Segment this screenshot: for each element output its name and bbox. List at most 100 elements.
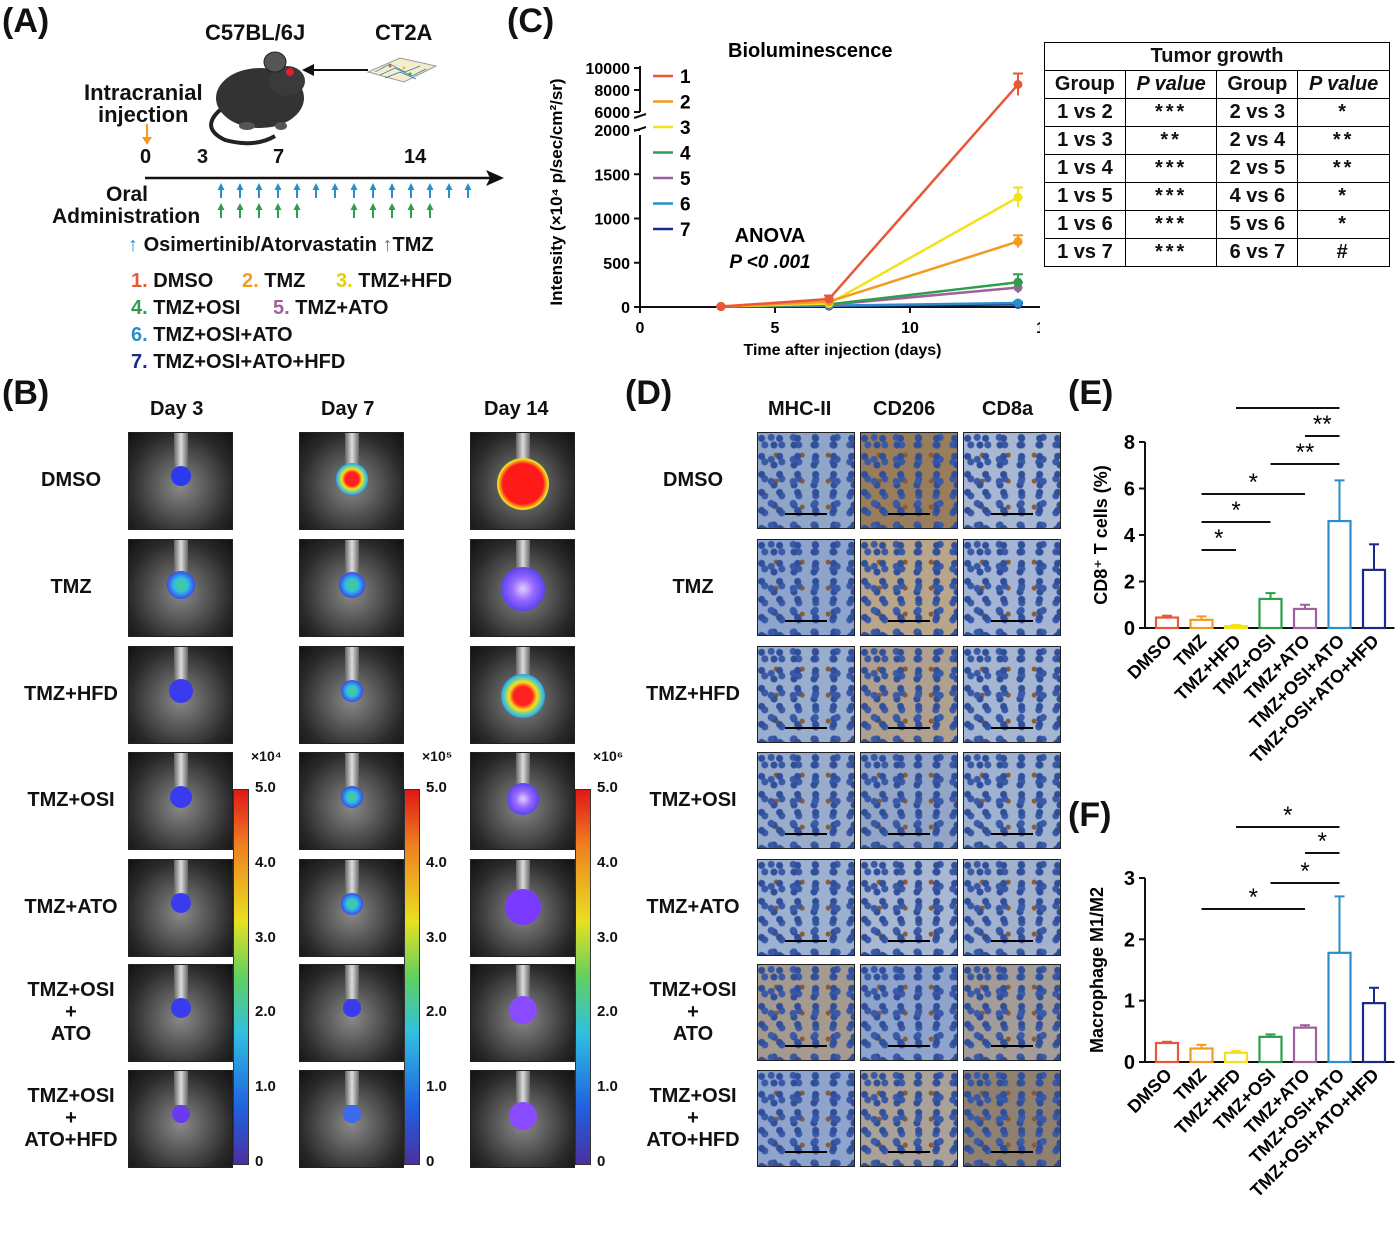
head-holder bbox=[173, 540, 188, 574]
table-cell: *** bbox=[1124, 98, 1218, 127]
y-tick-label: 6000 bbox=[594, 105, 630, 122]
y-tick-label: 0 bbox=[621, 300, 630, 317]
tumor-signal bbox=[342, 1104, 361, 1123]
scale-tick-label: 5.0 bbox=[597, 779, 618, 796]
scale-tick-label: 4.0 bbox=[426, 853, 447, 871]
bioluminescence-image bbox=[470, 964, 575, 1062]
timeline-tick-14: 14 bbox=[404, 146, 427, 168]
y-tick-label: 1000 bbox=[594, 212, 630, 229]
table-cell: 1 vs 2 bbox=[1044, 98, 1126, 127]
bioluminescence-image bbox=[470, 646, 575, 744]
table-cell: 4 vs 6 bbox=[1216, 182, 1299, 211]
bioluminescence-image bbox=[299, 752, 404, 850]
osi-ato-dose-arrowhead bbox=[464, 183, 472, 190]
ihc-stain-image bbox=[860, 964, 958, 1061]
color-scale-bar bbox=[233, 789, 249, 1165]
scale-tick-label: 4.0 bbox=[597, 853, 618, 871]
mouse-illustration bbox=[209, 51, 305, 146]
ihc-stain-image bbox=[860, 752, 958, 849]
group-legend-4: 4. TMZ+OSI bbox=[131, 297, 241, 319]
bioluminescence-image bbox=[470, 1070, 575, 1168]
tmz-dose-arrowhead bbox=[236, 203, 244, 210]
bar bbox=[1327, 519, 1352, 630]
cell-culture-icon bbox=[366, 57, 438, 83]
significance-label: * bbox=[1214, 525, 1223, 552]
ihc-stain-image bbox=[963, 859, 1061, 956]
day-label: Day 3 bbox=[150, 398, 204, 420]
head-holder bbox=[173, 753, 188, 787]
x-tick-label: 15 bbox=[1036, 320, 1040, 337]
y-tick-label: 2 bbox=[1124, 929, 1135, 951]
y-tick-label: 1500 bbox=[594, 167, 630, 184]
scale-bar bbox=[784, 832, 828, 835]
table-cell: *** bbox=[1124, 210, 1218, 239]
tmz-dose-arrowhead bbox=[255, 203, 263, 210]
timeline-tick-7: 7 bbox=[273, 146, 285, 168]
treatment-row-label: TMZ+HFD bbox=[646, 682, 740, 705]
injection-label-2: injection bbox=[98, 102, 189, 127]
tmz-dose-arrowhead bbox=[369, 203, 377, 210]
legend-label: 7 bbox=[680, 220, 691, 241]
data-point bbox=[1013, 237, 1023, 247]
tumor-signal bbox=[500, 674, 545, 718]
x-tick-label: 0 bbox=[636, 320, 645, 337]
bar bbox=[1258, 597, 1283, 630]
bioluminescence-image bbox=[299, 646, 404, 744]
head-holder bbox=[515, 753, 530, 787]
tumor-signal bbox=[500, 567, 545, 611]
x-tick-label: 10 bbox=[901, 320, 919, 337]
treatment-row-label: TMZ+OSI bbox=[649, 788, 737, 811]
table-cell: 2 vs 4 bbox=[1216, 126, 1299, 155]
bar bbox=[1258, 1035, 1283, 1064]
scale-tick-label: 1.0 bbox=[426, 1078, 447, 1096]
head-holder bbox=[515, 1071, 530, 1105]
head-holder bbox=[344, 860, 359, 894]
group-legend-3: 3. TMZ+HFD bbox=[336, 270, 453, 292]
scale-tick-label: 0 bbox=[426, 1153, 435, 1170]
tmz-dose-arrowhead bbox=[426, 203, 434, 210]
table-row: 1 vs 5 *** 4 vs 6 * bbox=[1044, 182, 1390, 211]
treatment-row-label: TMZ+OSI + ATO bbox=[27, 979, 115, 1045]
head-holder bbox=[173, 433, 188, 467]
bar bbox=[1292, 1026, 1318, 1064]
tumor-signal bbox=[338, 571, 365, 598]
tumor-signal bbox=[335, 463, 368, 495]
scale-tick-label: 0 bbox=[597, 1153, 606, 1170]
y-tick-label: 8000 bbox=[594, 83, 630, 100]
bar bbox=[1327, 951, 1352, 1064]
table-cell: * bbox=[1297, 98, 1390, 127]
y-axis-label: CD8⁺ T cells (%) bbox=[1091, 465, 1111, 605]
treatment-row-label: TMZ+OSI + ATO+HFD bbox=[646, 1084, 740, 1151]
scale-tick-label: 1.0 bbox=[597, 1078, 618, 1096]
bar bbox=[1292, 607, 1318, 630]
bar bbox=[1189, 1047, 1214, 1064]
bioluminescence-image bbox=[299, 1070, 404, 1168]
osi-ato-dose-arrowhead bbox=[255, 183, 263, 190]
group-legend-7: 7. TMZ+OSI+ATO+HFD bbox=[131, 351, 346, 373]
significance-label: ** bbox=[1313, 411, 1332, 438]
scale-bar bbox=[990, 1044, 1034, 1047]
table-cell: 1 vs 4 bbox=[1044, 154, 1126, 183]
legend-label: 6 bbox=[680, 195, 691, 216]
head-holder bbox=[173, 965, 188, 999]
scale-bar bbox=[990, 619, 1034, 622]
tumor-signal bbox=[171, 1104, 190, 1123]
stain-label: CD8a bbox=[982, 398, 1034, 420]
panel-label-f: (F) bbox=[1068, 796, 1112, 834]
injection-arrow-icon bbox=[302, 64, 368, 76]
table-title: Tumor growth bbox=[1044, 42, 1390, 71]
y-tick-label: 3 bbox=[1124, 868, 1135, 890]
bioluminescence-image bbox=[470, 859, 575, 957]
table-cell: 2 vs 3 bbox=[1216, 98, 1299, 127]
panel-label-c: (C) bbox=[507, 2, 555, 40]
y-axis-label: Macrophage M1/M2 bbox=[1087, 887, 1107, 1053]
x-tick-label: 5 bbox=[771, 320, 780, 337]
significance-label: * bbox=[1231, 497, 1240, 524]
table-header: P value bbox=[1297, 70, 1390, 99]
tmz-dose-arrowhead bbox=[217, 203, 225, 210]
scale-exponent: ×10⁵ bbox=[422, 748, 453, 764]
treatment-row-label: TMZ+OSI + ATO+HFD bbox=[24, 1085, 118, 1151]
ihc-stain-image bbox=[757, 964, 855, 1061]
head-holder bbox=[515, 860, 530, 894]
significance-label: * bbox=[1249, 469, 1258, 496]
